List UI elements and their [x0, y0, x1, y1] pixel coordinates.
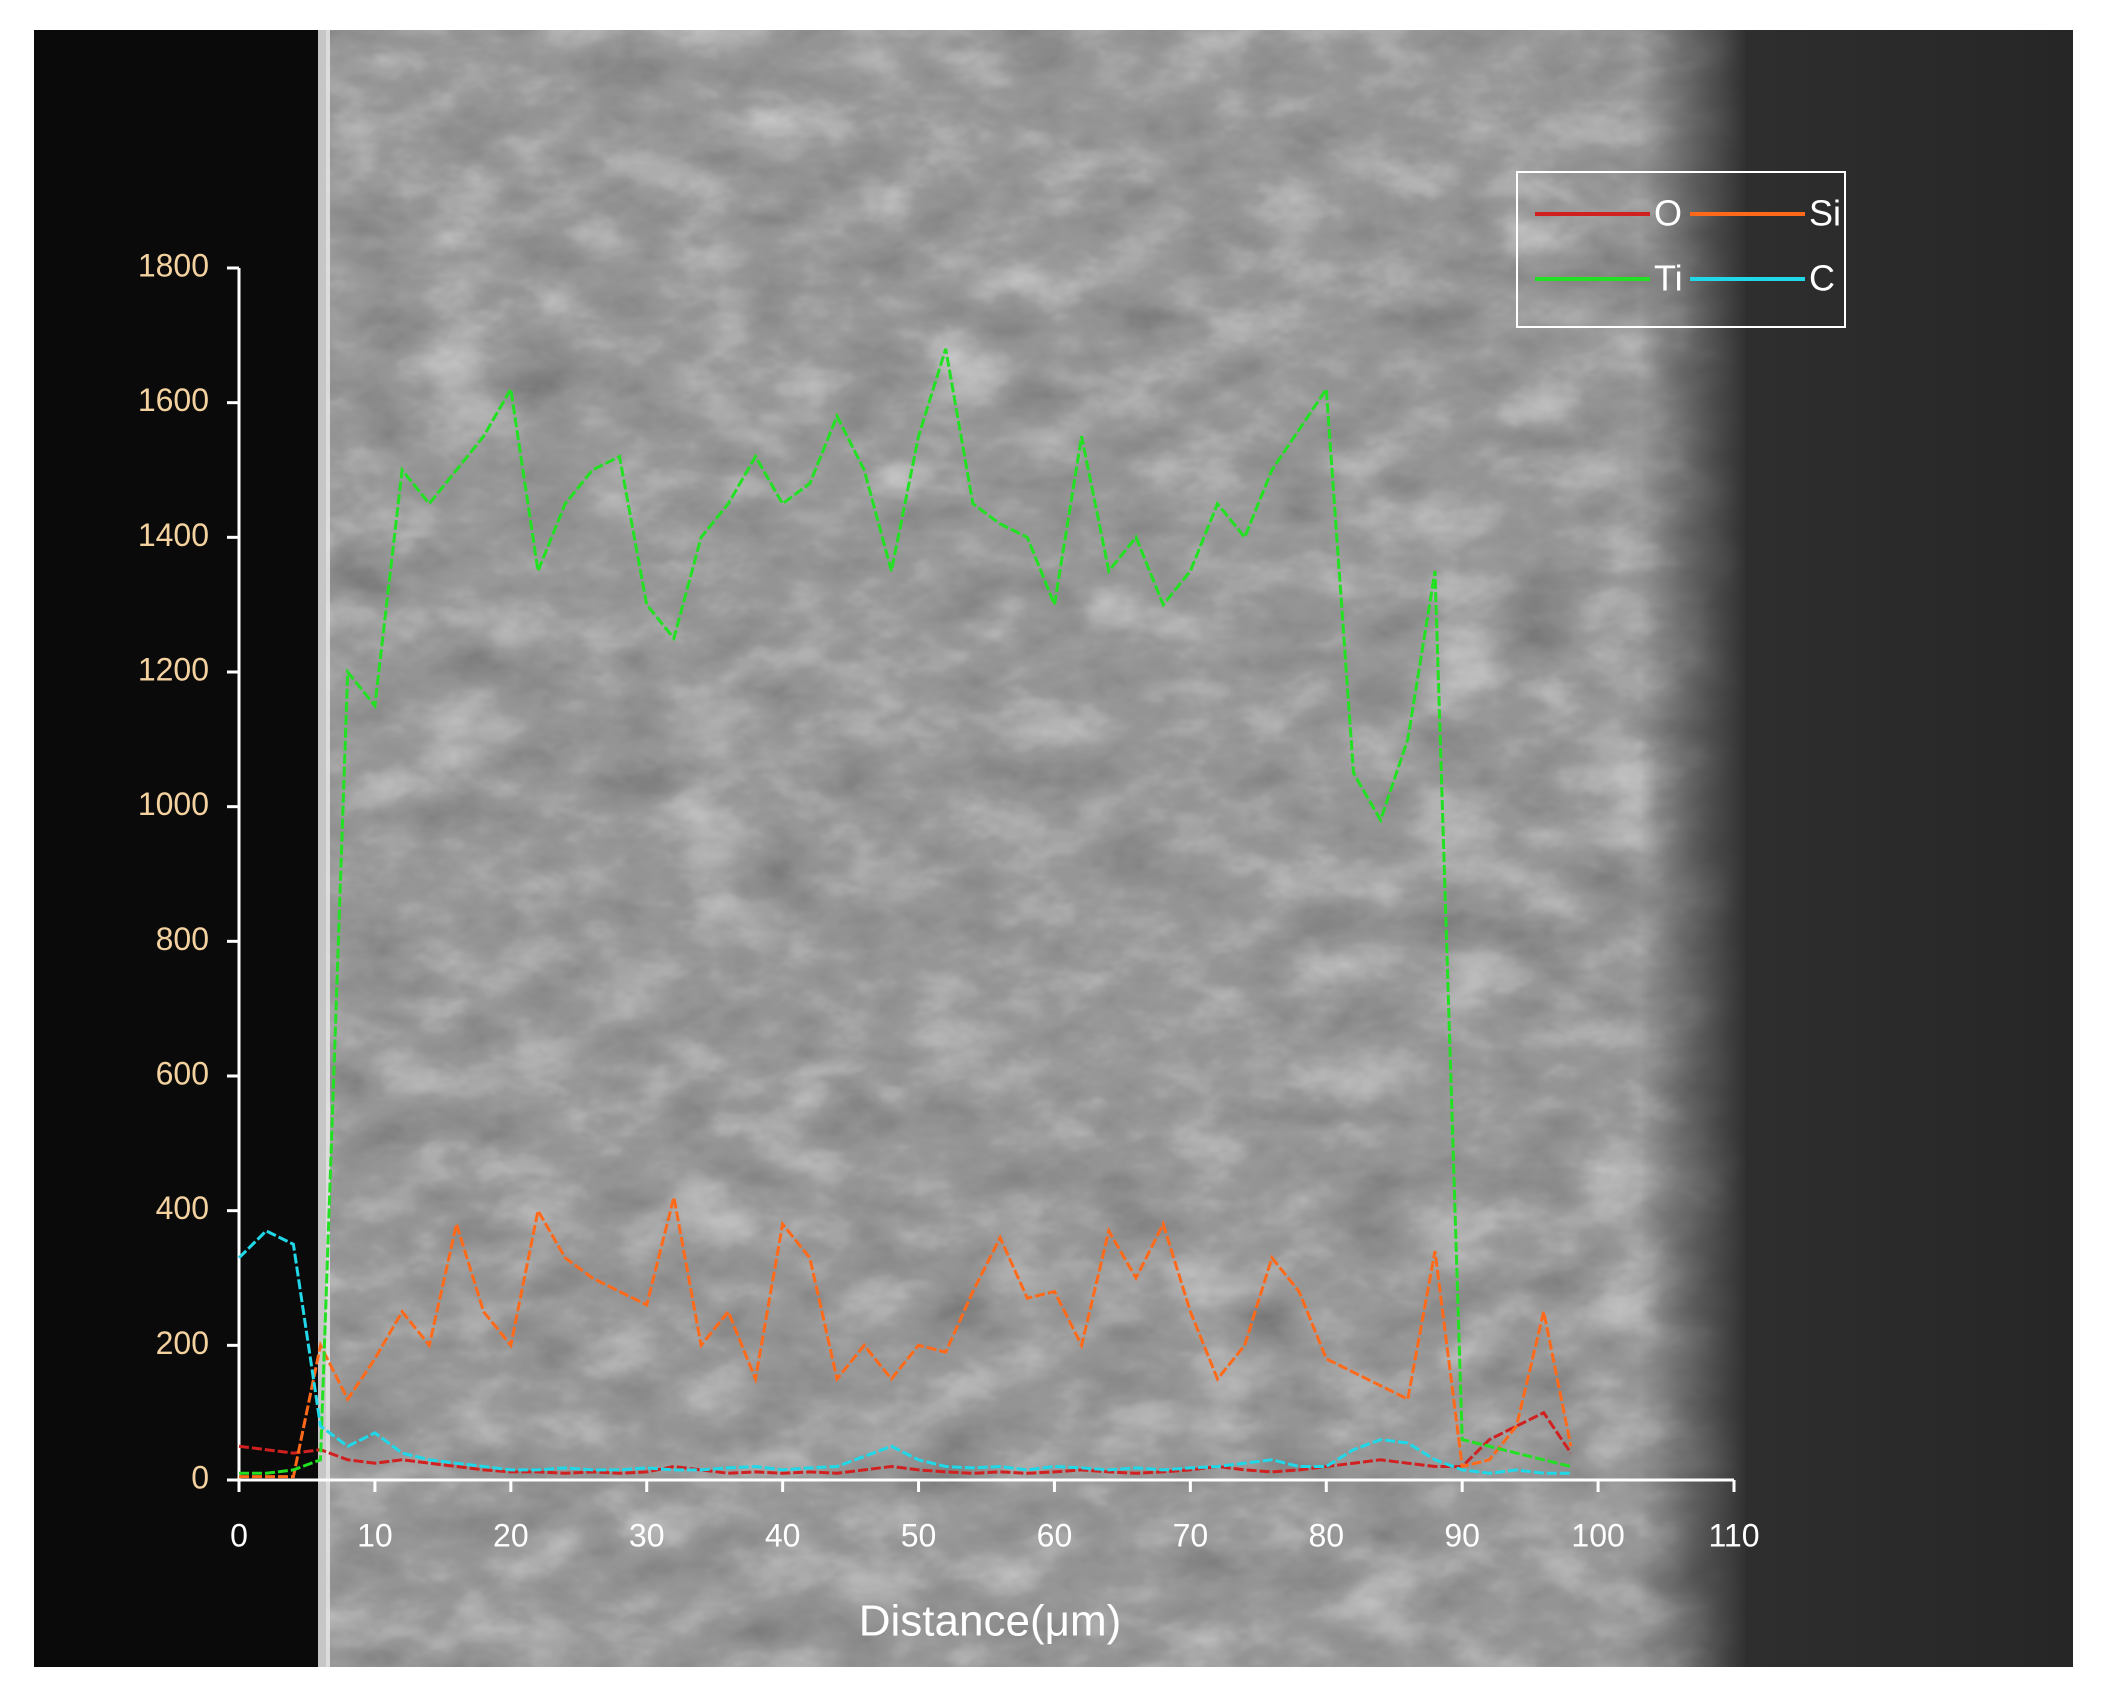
x-tick-label: 80 — [1308, 1517, 1344, 1553]
y-tick-label: 200 — [156, 1325, 209, 1361]
x-tick-label: 30 — [629, 1517, 665, 1553]
y-tick-label: 0 — [191, 1459, 209, 1495]
legend: O Si Ti C — [1535, 193, 1841, 299]
plot-lines — [237, 348, 1573, 1479]
axes: 0 200 400 600 800 1000 1200 1400 1600 1800 0 10 20 30… — [138, 247, 1760, 1553]
legend-label: Si — [1809, 193, 1841, 234]
sem-background — [34, 30, 2073, 1667]
y-tick-label: 1000 — [138, 786, 209, 822]
x-tick-label: 50 — [901, 1517, 937, 1553]
x-tick-label: 100 — [1571, 1517, 1624, 1553]
legend-label: O — [1654, 193, 1682, 234]
series-line — [238, 1410, 1573, 1475]
x-tick-label: 40 — [765, 1517, 801, 1553]
x-tick-label: 0 — [230, 1517, 248, 1553]
x-axis-title: Distance(μm) — [859, 1597, 1122, 1646]
y-tick-label: 1600 — [138, 382, 209, 418]
legend-label: C — [1809, 258, 1835, 299]
y-tick-label: 400 — [156, 1190, 209, 1226]
y-tick-label: 600 — [156, 1055, 209, 1091]
series-line — [239, 1196, 1573, 1479]
x-tick-label: 20 — [493, 1517, 529, 1553]
y-tick-label: 1400 — [138, 517, 209, 553]
x-tick-label: 70 — [1173, 1517, 1209, 1553]
y-tick-label: 1800 — [138, 247, 209, 283]
x-tick-label: 110 — [1708, 1517, 1759, 1553]
x-tick-label: 60 — [1037, 1517, 1073, 1553]
y-tick-label: 800 — [156, 921, 209, 957]
x-tick-label: 10 — [357, 1517, 393, 1553]
y-tick-label: 1200 — [138, 651, 209, 687]
series-line — [239, 348, 1572, 1475]
legend-box — [1516, 171, 1846, 328]
series-line — [237, 1229, 1571, 1475]
x-tick-label: 90 — [1444, 1517, 1480, 1553]
legend-label: Ti — [1654, 258, 1683, 299]
